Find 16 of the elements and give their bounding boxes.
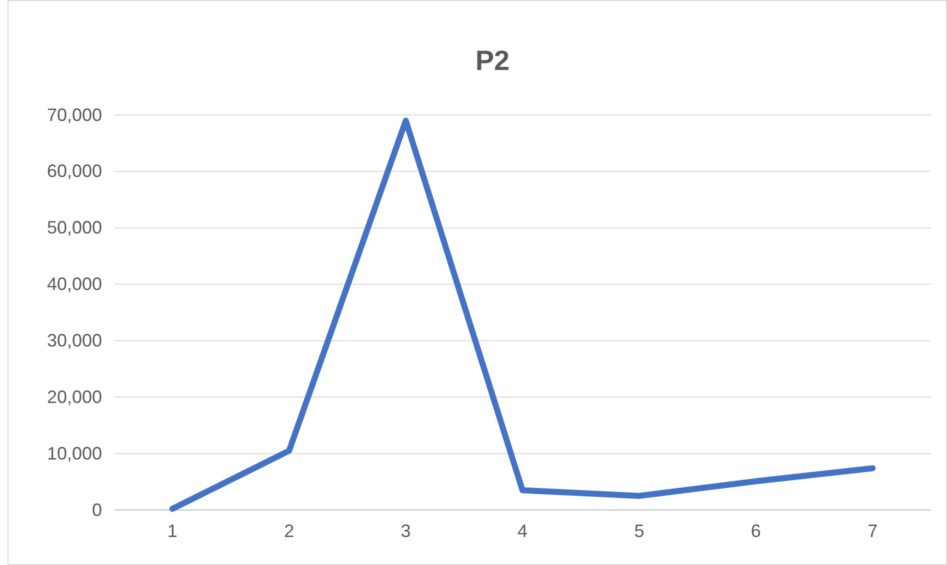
x-tick-label: 4 — [517, 520, 528, 541]
y-tick-label: 50,000 — [46, 218, 102, 238]
y-tick-label: 70,000 — [46, 104, 102, 125]
y-tick-label: 30,000 — [46, 330, 102, 350]
y-tick-label: 60,000 — [46, 161, 102, 182]
x-tick-label: 3 — [400, 520, 411, 541]
y-tick-label: 0 — [92, 500, 102, 520]
y-tick-label: 20,000 — [46, 386, 102, 407]
chart-title: P2 — [475, 45, 510, 76]
x-tick-label: 2 — [284, 520, 294, 541]
x-tick-label: 5 — [634, 520, 644, 541]
y-tick-label: 40,000 — [46, 274, 102, 294]
y-tick-label: 10,000 — [46, 443, 102, 464]
x-tick-label: 7 — [868, 520, 878, 541]
x-tick-label: 1 — [167, 520, 178, 541]
x-tick-label: 6 — [750, 520, 761, 541]
